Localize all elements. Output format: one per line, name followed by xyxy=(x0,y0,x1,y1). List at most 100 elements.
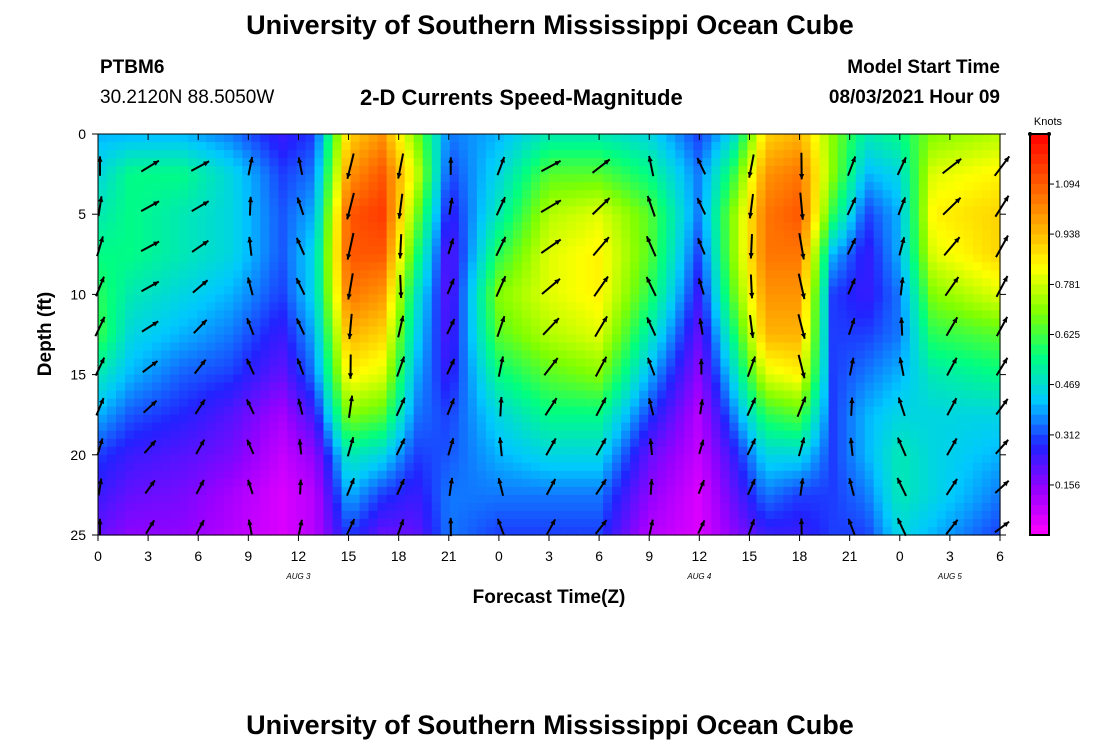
heatmap-cell xyxy=(720,222,730,231)
heatmap-cell xyxy=(341,478,352,488)
heatmap-cell xyxy=(512,270,523,279)
heatmap-cell xyxy=(936,230,947,239)
heatmap-cell xyxy=(494,374,505,384)
heatmap-cell xyxy=(936,254,947,263)
heatmap-cell xyxy=(621,286,631,295)
heatmap-cell xyxy=(503,382,514,392)
heatmap-cell xyxy=(278,310,289,320)
heatmap-cell xyxy=(296,414,307,424)
heatmap-cell xyxy=(377,334,388,344)
heatmap-cell xyxy=(467,382,478,392)
heatmap-cell xyxy=(413,390,424,400)
heatmap-cell xyxy=(341,246,352,255)
heatmap-cell xyxy=(693,390,703,400)
heatmap-cell xyxy=(107,478,117,488)
heatmap-cell xyxy=(215,158,225,167)
heatmap-cell xyxy=(359,238,370,247)
heatmap-cell xyxy=(819,366,830,376)
heatmap-cell xyxy=(585,174,595,183)
heatmap-cell xyxy=(792,422,803,432)
heatmap-cell xyxy=(675,286,685,295)
heatmap-cell xyxy=(314,422,325,432)
heatmap-cell xyxy=(774,190,785,199)
heatmap-cell xyxy=(720,446,730,456)
heatmap-cell xyxy=(576,262,586,271)
heatmap-cell xyxy=(368,382,379,392)
heatmap-cell xyxy=(332,302,343,312)
heatmap-cell xyxy=(882,502,893,512)
heatmap-cell xyxy=(927,518,938,528)
heatmap-cell xyxy=(440,478,451,488)
heatmap-cell xyxy=(981,350,992,360)
heatmap-cell xyxy=(837,406,848,416)
heatmap-cell xyxy=(323,230,334,239)
heatmap-cell xyxy=(539,278,550,287)
heatmap-cell xyxy=(612,142,622,151)
heatmap-cell xyxy=(494,134,505,143)
heatmap-cell xyxy=(729,374,740,384)
heatmap-cell xyxy=(558,454,568,464)
heatmap-cell xyxy=(990,278,1001,287)
heatmap-cell xyxy=(684,174,694,183)
heatmap-cell xyxy=(107,214,117,223)
heatmap-cell xyxy=(873,158,884,167)
heatmap-cell xyxy=(693,270,703,279)
heatmap-cell xyxy=(521,382,532,392)
heatmap-cell xyxy=(125,158,135,167)
heatmap-cell xyxy=(251,318,261,328)
heatmap-cell xyxy=(170,254,180,263)
heatmap-cell xyxy=(332,166,343,175)
heatmap-cell xyxy=(503,486,514,496)
heatmap-cell xyxy=(215,254,225,263)
heatmap-cell xyxy=(639,254,649,263)
heatmap-cell xyxy=(837,262,848,271)
heatmap-cell xyxy=(612,414,622,424)
heatmap-cell xyxy=(251,502,261,512)
heatmap-cell xyxy=(215,406,225,416)
heatmap-cell xyxy=(801,422,812,432)
heatmap-cell xyxy=(684,262,694,271)
heatmap-cell xyxy=(720,238,730,247)
heatmap-cell xyxy=(918,494,929,504)
heatmap-cell xyxy=(386,414,397,424)
heatmap-cell xyxy=(485,462,496,472)
heatmap-cell xyxy=(639,334,649,344)
heatmap-cell xyxy=(855,454,866,464)
heatmap-cell xyxy=(287,318,298,328)
heatmap-cell xyxy=(359,350,370,360)
heatmap-cell xyxy=(521,174,532,183)
heatmap-cell xyxy=(828,462,839,472)
heatmap-cell xyxy=(558,238,568,247)
heatmap-cell xyxy=(792,390,803,400)
heatmap-cell xyxy=(143,206,153,215)
heatmap-cell xyxy=(594,198,604,207)
heatmap-cell xyxy=(648,486,658,496)
heatmap-cell xyxy=(711,422,721,432)
heatmap-cell xyxy=(558,182,568,191)
heatmap-cell xyxy=(603,310,613,320)
heatmap-cell xyxy=(819,278,830,287)
heatmap-cell xyxy=(287,478,298,488)
heatmap-cell xyxy=(260,462,270,472)
model-start-value: 08/03/2021 Hour 09 xyxy=(828,87,1000,108)
heatmap-cell xyxy=(918,198,929,207)
heatmap-cell xyxy=(558,502,568,512)
heatmap-cell xyxy=(864,342,875,352)
heatmap-cell xyxy=(539,270,550,279)
heatmap-cell xyxy=(314,166,325,175)
heatmap-cell xyxy=(639,230,649,239)
heatmap-cell xyxy=(864,214,875,223)
heatmap-cell xyxy=(684,150,694,159)
heatmap-cell xyxy=(639,310,649,320)
heatmap-cell xyxy=(107,438,117,448)
heatmap-cell xyxy=(458,518,469,528)
heatmap-cell xyxy=(98,238,108,247)
heatmap-cell xyxy=(819,206,830,215)
heatmap-cell xyxy=(422,502,433,512)
heatmap-cell xyxy=(720,310,730,320)
heatmap-cell xyxy=(810,470,821,480)
heatmap-cell xyxy=(458,190,469,199)
heatmap-cell xyxy=(576,478,586,488)
heatmap-cell xyxy=(98,254,108,263)
heatmap-cell xyxy=(422,206,433,215)
